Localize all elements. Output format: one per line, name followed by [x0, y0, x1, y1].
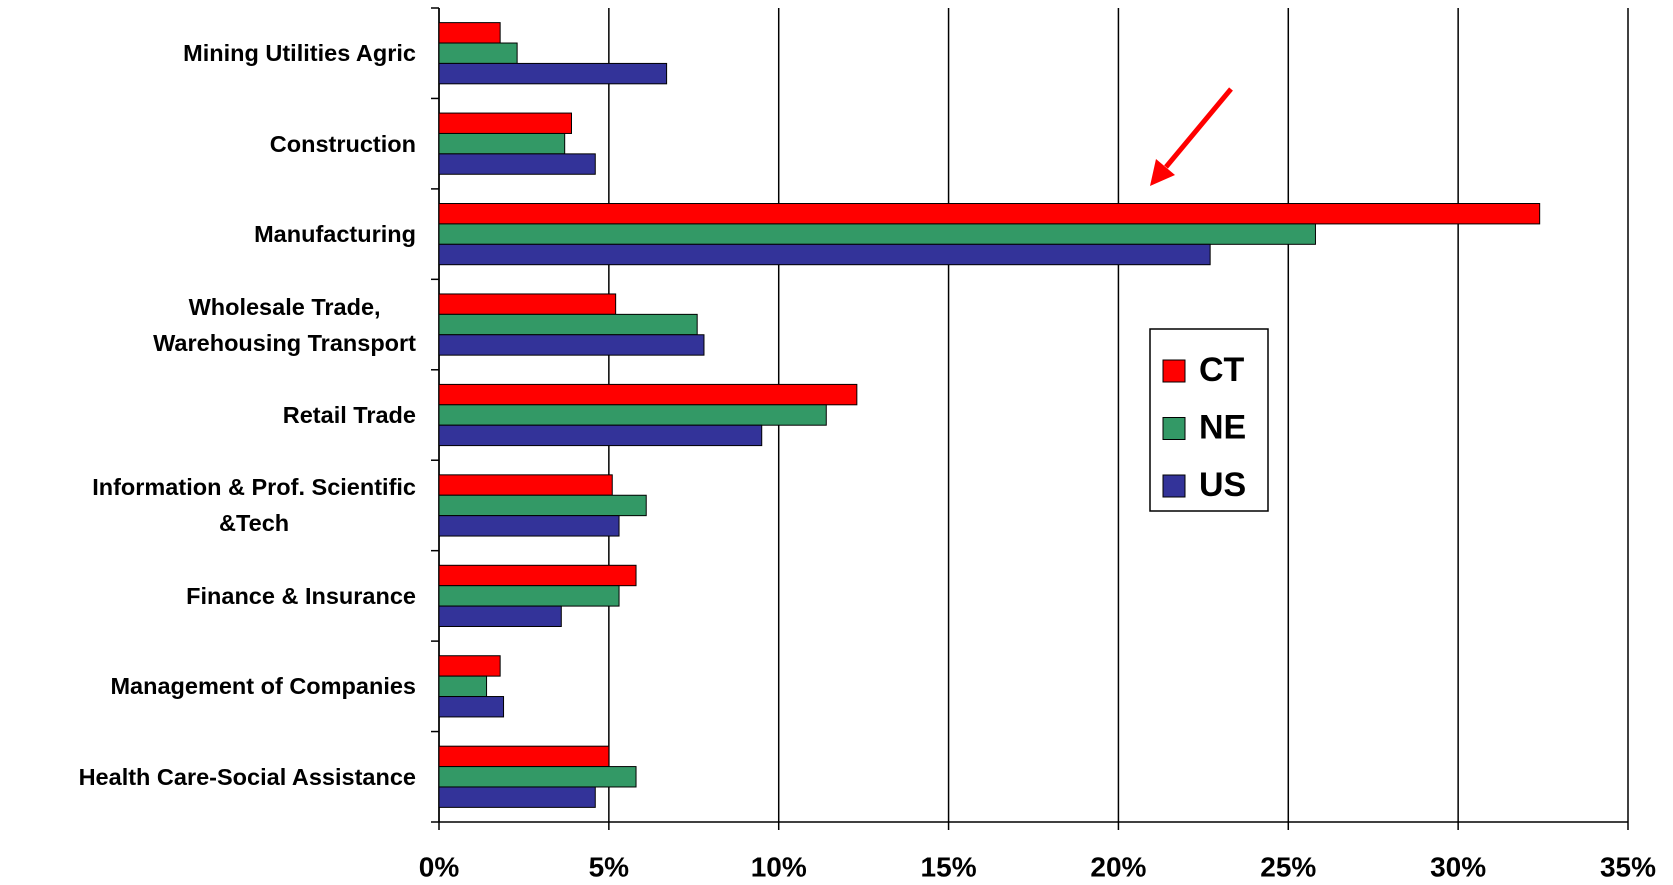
bar	[438, 786, 596, 808]
bar	[438, 655, 501, 677]
x-tick-label: 35%	[1600, 851, 1656, 882]
x-tick-label: 30%	[1430, 851, 1486, 882]
x-tick-label: 10%	[751, 851, 807, 882]
bar	[438, 112, 572, 134]
y-tick-label: Wholesale Trade, Warehousing Transport	[153, 293, 416, 356]
x-tick-label: 20%	[1090, 851, 1146, 882]
bar	[438, 494, 647, 517]
legend-label: CT	[1199, 351, 1245, 389]
legend-swatch	[1162, 417, 1186, 440]
bar	[438, 223, 1316, 245]
bar	[438, 383, 858, 406]
y-tick-label: Information & Prof. Scientific &Tech	[92, 474, 416, 537]
bar	[438, 62, 668, 85]
y-tick-label: Health Care-Social Assistance	[78, 763, 416, 790]
bar	[438, 585, 620, 607]
bar	[438, 404, 827, 426]
annotation-arrow	[1150, 87, 1233, 186]
bar	[438, 334, 705, 356]
bar	[438, 474, 613, 496]
bar	[438, 605, 562, 627]
legend-swatch	[1162, 474, 1186, 498]
bar	[438, 293, 617, 315]
bar	[438, 675, 488, 698]
bar	[438, 515, 620, 537]
bar	[438, 153, 596, 175]
bar	[438, 313, 698, 336]
legend: CT NE US	[1149, 328, 1269, 512]
bar	[438, 424, 763, 447]
bar	[438, 22, 501, 44]
x-tick-label: 5%	[589, 851, 630, 882]
legend-label: NE	[1199, 408, 1246, 446]
x-tick-label: 15%	[921, 851, 977, 882]
y-tick-label: Management of Companies	[110, 673, 416, 700]
y-tick-label: Construction	[269, 130, 416, 157]
y-tick-label: Retail Trade	[282, 402, 416, 428]
legend-label: US	[1199, 466, 1246, 504]
y-tick-label: Finance & Insurance	[186, 582, 416, 609]
bar	[438, 564, 637, 587]
bar	[438, 696, 505, 718]
y-tick-label: Mining Utilities Agric	[183, 40, 416, 67]
x-tick-label: 0%	[419, 851, 460, 882]
bar	[438, 42, 518, 64]
legend-swatch	[1162, 359, 1186, 383]
bar	[438, 132, 566, 155]
bar	[438, 243, 1211, 266]
bar	[438, 745, 610, 768]
bar	[438, 766, 637, 788]
x-tick-label: 25%	[1260, 851, 1316, 882]
y-tick-label: Manufacturing	[254, 221, 416, 248]
bar	[438, 203, 1541, 225]
